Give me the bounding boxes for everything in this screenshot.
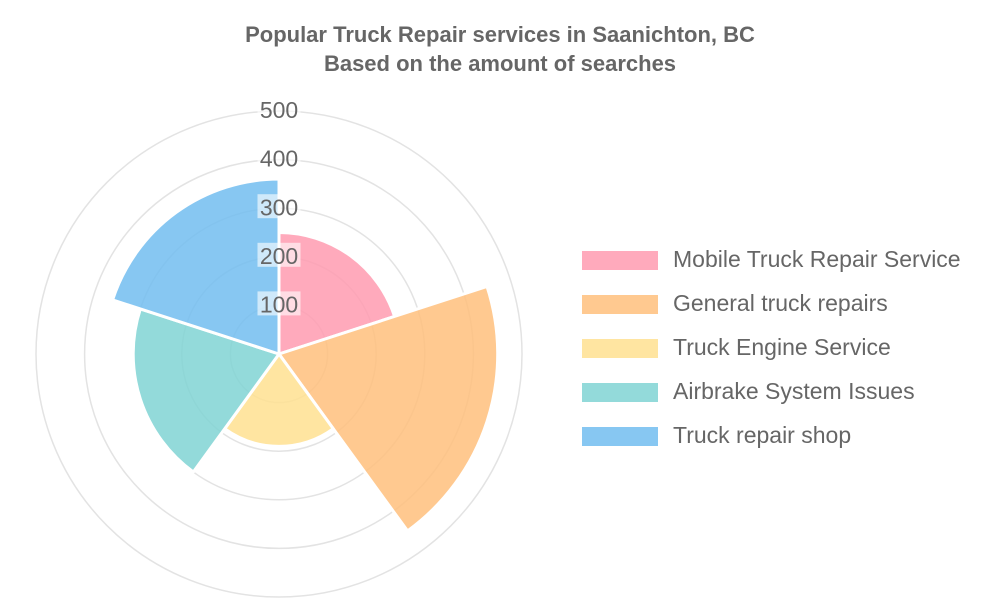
chart-subtitle: Based on the amount of searches [324, 51, 676, 76]
legend-swatch [582, 251, 658, 270]
slice-mobile-truck-repair-service[interactable] [277, 231, 397, 356]
tick-label-400: 400 [260, 146, 298, 172]
legend-item-truck-engine-service[interactable]: Truck Engine Service [582, 334, 891, 360]
tick-backdrop-300 [257, 194, 301, 219]
tick-backdrop-400 [257, 145, 301, 170]
slice-truck-engine-service[interactable] [223, 352, 335, 448]
legend-label: Truck Engine Service [673, 334, 891, 360]
legend-item-airbrake-system-issues[interactable]: Airbrake System Issues [582, 378, 915, 404]
tick-backdrop-200 [257, 242, 301, 267]
legend-swatch [582, 427, 658, 446]
legend-label: Airbrake System Issues [673, 378, 915, 404]
legend: Mobile Truck Repair Service General truck… [582, 246, 961, 448]
tick-label-500: 500 [260, 97, 298, 123]
legend-label: Truck repair shop [673, 422, 851, 448]
tick-label-200: 200 [260, 243, 298, 269]
legend-swatch [582, 339, 658, 358]
legend-item-general-truck-repairs[interactable]: General truck repairs [582, 290, 888, 316]
tick-backdrop-100 [257, 291, 301, 316]
radial-tick-labels: 100 200 300 400 500 [257, 97, 301, 317]
legend-item-truck-repair-shop[interactable]: Truck repair shop [582, 422, 851, 448]
legend-swatch [582, 383, 658, 402]
tick-label-100: 100 [260, 291, 298, 317]
slice-airbrake-system-issues[interactable] [131, 307, 281, 474]
legend-label: General truck repairs [673, 290, 888, 316]
slice-truck-repair-shop[interactable] [111, 177, 281, 356]
legend-label: Mobile Truck Repair Service [673, 246, 961, 272]
tick-label-300: 300 [260, 194, 298, 220]
chart-title: Popular Truck Repair services in Saanich… [245, 22, 755, 47]
slice-general-truck-repairs[interactable] [277, 284, 500, 533]
tick-backdrop-500 [257, 97, 301, 121]
chart-slices [111, 177, 500, 533]
legend-swatch [582, 295, 658, 314]
legend-item-mobile-truck-repair-service[interactable]: Mobile Truck Repair Service [582, 246, 961, 272]
